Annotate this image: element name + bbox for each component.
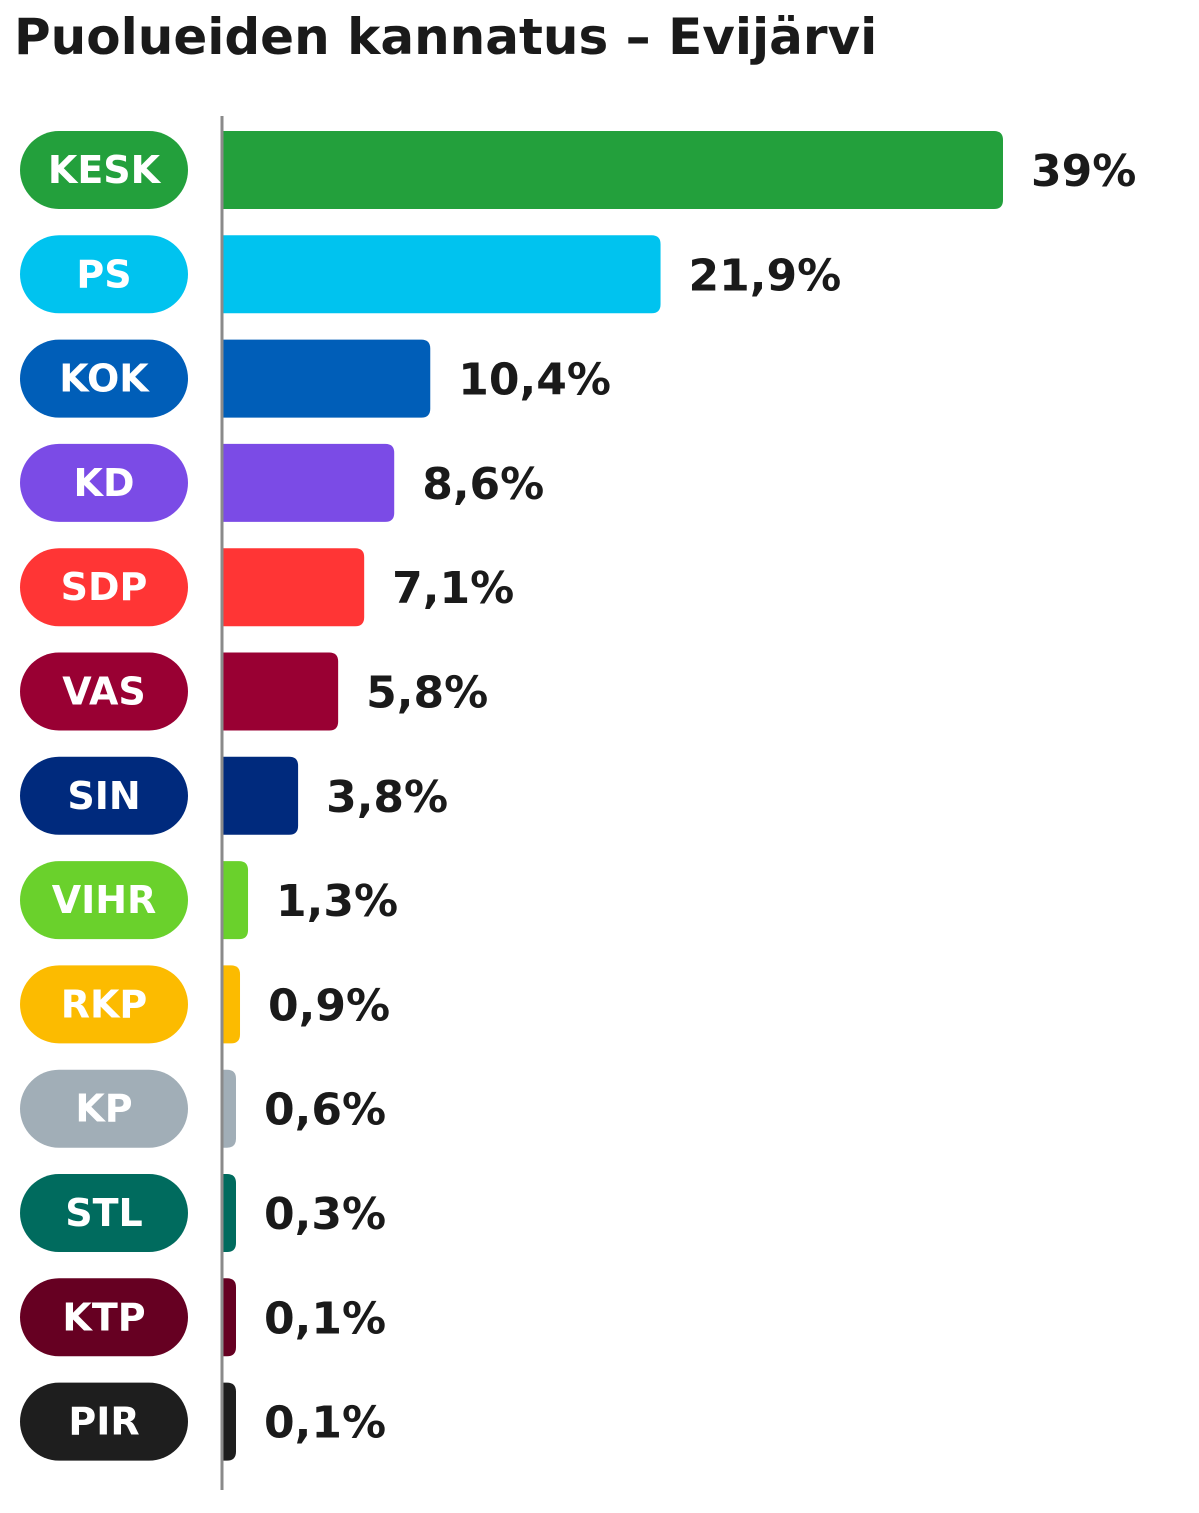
- value-label-kp: 0,6%: [264, 1085, 386, 1136]
- bar-ktp: [222, 1278, 236, 1357]
- party-pill-bg: [20, 1382, 188, 1461]
- bar-sin: [222, 756, 299, 835]
- bar-pir: [222, 1382, 236, 1461]
- bar-kok: [222, 339, 431, 418]
- party-pill-bg: [20, 756, 188, 835]
- party-pill-kesk: KESK: [20, 131, 188, 209]
- party-pill-rkp: RKP: [20, 965, 188, 1044]
- party-pill-ps: PS: [20, 235, 188, 314]
- category-label: KTP: [62, 1295, 145, 1339]
- party-pill-bg: [20, 1069, 188, 1148]
- category-label: VAS: [62, 670, 146, 714]
- party-pill-bg: [20, 131, 188, 209]
- category-label: PIR: [68, 1400, 139, 1444]
- category-label: SDP: [61, 565, 148, 609]
- category-label: KP: [75, 1087, 132, 1131]
- category-label: SIN: [67, 774, 140, 818]
- party-pill-bg: [20, 1174, 188, 1252]
- bar-sdp: [222, 548, 365, 627]
- value-label-kd: 8,6%: [422, 459, 544, 510]
- value-label-vas: 5,8%: [366, 668, 488, 719]
- value-label-sdp: 7,1%: [392, 563, 514, 614]
- party-labels: KESK PS KOK KD SDP VAS SIN VIHR RKP KP STL KTP PIR: [20, 131, 188, 1461]
- value-label-pir: 0,1%: [264, 1398, 386, 1449]
- party-pill-bg: [20, 861, 188, 940]
- party-pill-bg: [20, 652, 188, 731]
- bar-rkp: [222, 965, 241, 1044]
- bars: [222, 131, 1003, 1461]
- bar-kesk: [222, 131, 1003, 209]
- chart-title: Puolueiden kannatus – Evijärvi: [14, 8, 878, 66]
- bar-kd: [222, 443, 395, 522]
- party-pill-sdp: SDP: [20, 548, 188, 627]
- bar-ps: [222, 235, 661, 314]
- category-label: PS: [76, 252, 131, 296]
- value-label-stl: 0,3%: [264, 1189, 386, 1240]
- party-pill-stl: STL: [20, 1174, 188, 1252]
- party-pill-bg: [20, 1278, 188, 1357]
- party-pill-bg: [20, 235, 188, 314]
- party-pill-pir: PIR: [20, 1382, 188, 1461]
- bar-kp: [222, 1069, 236, 1148]
- category-label: VIHR: [52, 878, 157, 922]
- party-pill-ktp: KTP: [20, 1278, 188, 1357]
- value-label-sin: 3,8%: [326, 772, 448, 823]
- party-pill-vas: VAS: [20, 652, 188, 731]
- party-pill-bg: [20, 548, 188, 627]
- category-label: STL: [65, 1191, 143, 1235]
- party-pill-vihr: VIHR: [20, 861, 188, 940]
- value-label-vihr: 1,3%: [276, 876, 398, 927]
- bar-stl: [222, 1174, 236, 1252]
- category-label: KOK: [59, 357, 150, 401]
- party-pill-kok: KOK: [20, 339, 188, 418]
- value-label-ps: 21,9%: [689, 250, 842, 301]
- party-pill-kp: KP: [20, 1069, 188, 1148]
- party-pill-bg: [20, 443, 188, 522]
- value-labels: 39% 21,9% 10,4% 8,6% 7,1% 5,8% 3,8% 1,3% 0,9% 0,6…: [264, 146, 1136, 1449]
- value-label-kesk: 39%: [1031, 146, 1136, 197]
- party-pill-bg: [20, 965, 188, 1044]
- value-label-kok: 10,4%: [458, 355, 611, 406]
- party-pill-kd: KD: [20, 443, 188, 522]
- bar-vihr: [222, 861, 249, 940]
- category-label: RKP: [61, 982, 148, 1026]
- bar-vas: [222, 652, 339, 731]
- value-label-rkp: 0,9%: [268, 980, 390, 1031]
- category-label: KD: [74, 461, 135, 505]
- category-label: KESK: [48, 148, 162, 192]
- value-label-ktp: 0,1%: [264, 1293, 386, 1344]
- party-pill-bg: [20, 339, 188, 418]
- party-pill-sin: SIN: [20, 756, 188, 835]
